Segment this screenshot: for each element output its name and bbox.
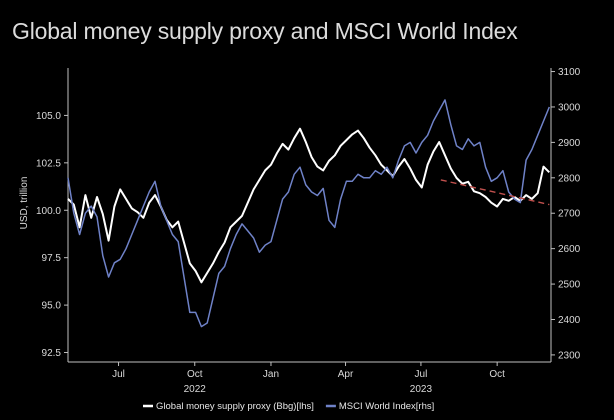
y-tick-label-right: 2500: [558, 280, 581, 291]
y-tick-label-right: 2700: [558, 209, 581, 220]
y-tick-label-right: 2600: [558, 244, 581, 255]
y-tick-label-right: 2900: [558, 138, 581, 149]
x-tick-label: Jul: [415, 369, 428, 380]
trend-line: [440, 179, 550, 206]
x-year-label: 2022: [184, 384, 207, 395]
x-tick-label: Oct: [489, 369, 505, 380]
y-tick-label-right: 2800: [558, 173, 581, 184]
y-tick-label-left: 105.0: [36, 111, 61, 122]
chart-title: Global money supply proxy and MSCI World…: [12, 18, 518, 44]
y-tick-label-right: 2400: [558, 315, 581, 326]
y-tick-label-right: 2300: [558, 350, 581, 361]
y-tick-label-right: 3000: [558, 102, 581, 113]
legend-label-1: Global money supply proxy (Bbg)[lhs]: [156, 401, 314, 412]
x-tick-label: Apr: [338, 369, 354, 380]
x-year-label: 2023: [410, 384, 433, 395]
legend: Global money supply proxy (Bbg)[lhs] MSCI…: [143, 401, 434, 412]
y-tick-label-left: 95.0: [42, 301, 62, 312]
series-line-2: [67, 99, 550, 328]
y-tick-label-left: 102.5: [36, 158, 61, 169]
y-tick-label-right: 3100: [558, 67, 581, 78]
y-axis-left-label: USD, trillion: [19, 177, 30, 230]
y-tick-label-left: 97.5: [42, 253, 62, 264]
y-tick-label-left: 92.5: [42, 348, 62, 359]
axes: 92.5 95.0 97.5 100.0 102.5 105.0 2300 2400 2500 2…: [19, 67, 581, 395]
y-tick-label-left: 100.0: [36, 206, 61, 217]
legend-label-2: MSCI World Index[rhs]: [339, 401, 434, 412]
series-lines: [67, 99, 551, 328]
x-tick-label: Jan: [263, 369, 279, 380]
x-tick-label: Jul: [112, 369, 125, 380]
x-tick-label: Oct: [187, 369, 203, 380]
series-line-1: [67, 127, 551, 284]
